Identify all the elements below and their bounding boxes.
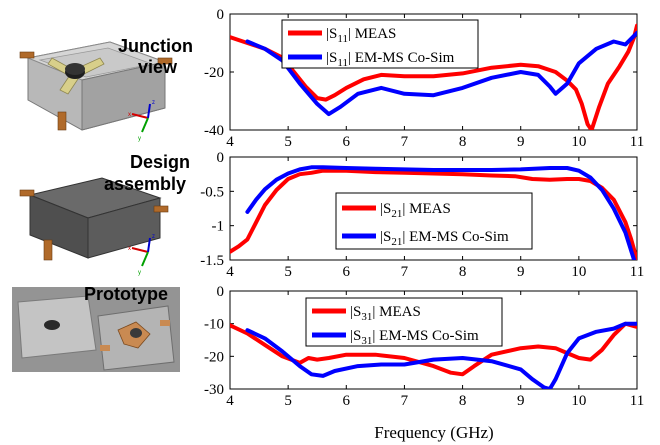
x-tick-label: 8 <box>459 134 467 150</box>
x-tick-label: 4 <box>226 134 234 150</box>
legend-entry-meas: |S31| MEAS <box>350 304 421 323</box>
legend-box <box>281 19 479 69</box>
x-tick-label: 7 <box>401 134 409 150</box>
y-tick-label: -20 <box>204 65 224 81</box>
svg-text:z: z <box>152 234 155 240</box>
svg-text:x: x <box>128 112 131 118</box>
thumbnail-1-label-line-1: Junction <box>118 36 193 56</box>
x-tick-label: 11 <box>630 264 644 280</box>
series-line-sim <box>245 30 637 117</box>
x-tick-label: 10 <box>571 134 586 150</box>
x-tick-label: 5 <box>284 393 292 409</box>
x-tick-label: 6 <box>343 134 351 150</box>
y-tick-label: -10 <box>204 317 224 333</box>
x-tick-label: 10 <box>571 393 586 409</box>
x-tick-label: 9 <box>517 264 525 280</box>
y-tick-label: -20 <box>204 349 224 365</box>
chart-panels: 4 5 6 7 8 9 10 11 0 -20 -40 |S11| MEAS |S11| EM-MS C… <box>200 7 644 409</box>
legend-entry-sim: |S21| EM-MS Co-Sim <box>380 229 509 248</box>
svg-text:z: z <box>152 100 155 106</box>
x-tick-label: 5 <box>284 134 292 150</box>
prototype-photo <box>12 287 180 372</box>
legend: |S31| MEAS |S31| EM-MS Co-Sim <box>305 297 503 347</box>
chart-1: 4 5 6 7 8 9 10 11 0 -20 -40 |S11| MEAS |S11| EM-MS C… <box>204 7 644 150</box>
legend-entry-sim: |S31| EM-MS Co-Sim <box>350 328 479 347</box>
x-tick-label: 4 <box>226 264 234 280</box>
svg-text:y: y <box>138 136 141 142</box>
x-tick-label: 8 <box>459 264 467 280</box>
x-tick-label: 11 <box>630 393 644 409</box>
design-assembly-image: x z y <box>12 160 180 276</box>
chart-2: 4 5 6 7 8 9 10 11 0 -0.5 -1 -1.5 |S21| MEAS |S21| EM-… <box>200 150 644 280</box>
series-line-meas <box>230 321 637 377</box>
y-tick-label: -1.5 <box>200 253 224 269</box>
legend-box <box>305 297 503 347</box>
thumbnail-2-label-line-2: assembly <box>104 174 186 194</box>
x-tick-label: 5 <box>284 264 292 280</box>
series-line-meas <box>230 23 637 130</box>
chart-3: 4 5 6 7 8 9 10 11 0 -10 -20 -30 |S31| MEAS |S31| EM-M… <box>204 284 644 409</box>
legend: |S21| MEAS |S21| EM-MS Co-Sim <box>335 192 533 250</box>
y-tick-label: 0 <box>217 150 225 166</box>
y-tick-label: 0 <box>217 7 225 23</box>
x-tick-label: 7 <box>401 393 409 409</box>
svg-text:x: x <box>128 246 131 252</box>
x-tick-label: 8 <box>459 393 467 409</box>
y-tick-label: -1 <box>212 219 225 235</box>
legend-box <box>335 192 533 250</box>
thumbnail-2-label-line-1: Design <box>130 152 190 172</box>
thumbnail-3-label: Prototype <box>84 284 168 304</box>
legend-entry-meas: |S11| MEAS <box>326 26 396 45</box>
x-tick-label: 11 <box>630 134 644 150</box>
x-tick-label: 4 <box>226 393 234 409</box>
x-tick-label: 9 <box>517 393 525 409</box>
y-tick-label: -40 <box>204 123 224 139</box>
x-tick-label: 9 <box>517 134 525 150</box>
series-line-sim <box>245 321 637 389</box>
series-line-sim <box>245 165 637 260</box>
y-tick-label: 0 <box>217 284 225 300</box>
y-tick-label: -30 <box>204 382 224 398</box>
x-axis-label: Frequency (GHz) <box>374 423 493 442</box>
svg-text:y: y <box>138 270 141 276</box>
legend-entry-meas: |S21| MEAS <box>380 201 451 220</box>
y-tick-label: -0.5 <box>200 184 224 200</box>
x-tick-label: 10 <box>571 264 586 280</box>
x-tick-label: 6 <box>343 393 351 409</box>
x-tick-label: 7 <box>401 264 409 280</box>
junction-view-image: x z y <box>12 32 180 142</box>
thumbnail-1-label-line-2: view <box>138 57 178 77</box>
x-tick-label: 6 <box>343 264 351 280</box>
legend: |S11| MEAS |S11| EM-MS Co-Sim <box>281 19 479 69</box>
legend-entry-sim: |S11| EM-MS Co-Sim <box>326 50 455 69</box>
